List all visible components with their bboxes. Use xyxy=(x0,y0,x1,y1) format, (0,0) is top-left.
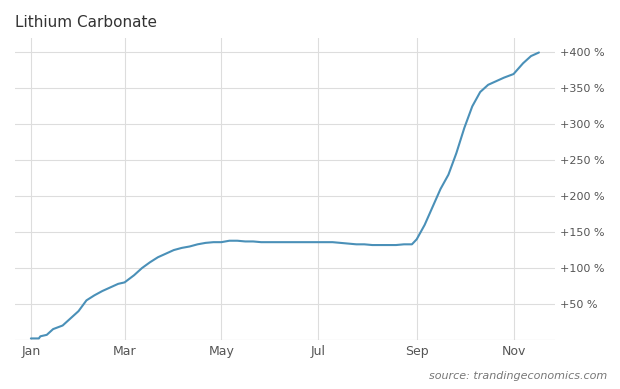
Text: Lithium Carbonate: Lithium Carbonate xyxy=(15,15,157,30)
Text: source: trandingeconomics.com: source: trandingeconomics.com xyxy=(429,371,608,381)
